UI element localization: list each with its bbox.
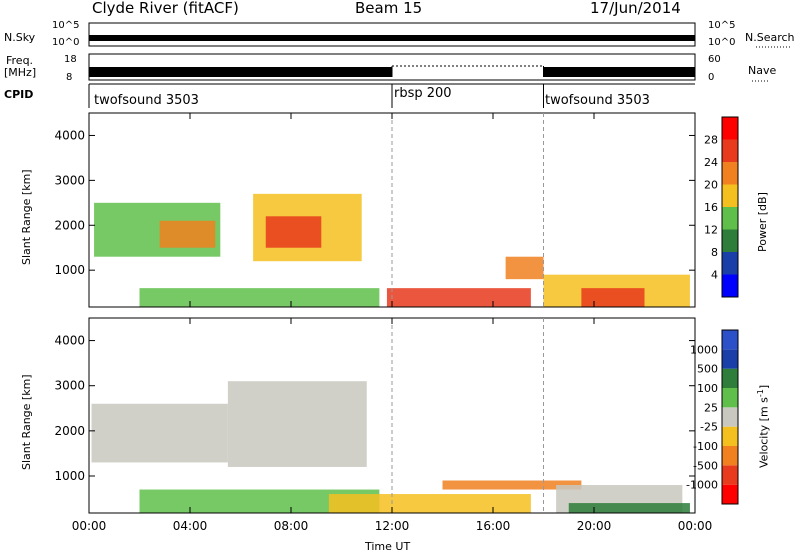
velocity-colorbar-frame [721, 329, 739, 505]
velocity-region-4 [442, 480, 582, 490]
velocity-colorbar-tick-3: 25 [704, 401, 718, 414]
date-title: 17/Jun/2014 [590, 0, 681, 17]
power-region-5 [386, 288, 531, 307]
cpid-segment-0: twofsound 3503 [94, 93, 199, 108]
velocity-region-2 [139, 489, 380, 513]
velocity-region-3 [328, 494, 531, 513]
freq-label: Freq. [6, 54, 34, 67]
xtick-label-6: 00:00 [678, 519, 713, 533]
power-colorbar-cell-7 [722, 117, 738, 140]
power-colorbar-cell-3 [722, 207, 738, 230]
nsky-trace [89, 35, 695, 41]
power-colorbar-tick-6: 4 [711, 269, 718, 282]
power-colorbar-frame [721, 116, 739, 298]
nave-tick-bottom: 0 [708, 72, 715, 83]
power-colorbar-tick-0: 28 [704, 134, 718, 147]
power-colorbar-cell-4 [722, 184, 738, 207]
velocity-colorbar-tick-6: -500 [693, 459, 718, 472]
power-colorbar-cell-0 [722, 274, 738, 297]
power-region-4 [139, 288, 380, 307]
nsky-tick-top: 10^5 [52, 20, 80, 31]
freq-trace-seg-1 [543, 67, 695, 77]
power-colorbar-cell-2 [722, 229, 738, 252]
xtick-label-0: 00:00 [72, 519, 107, 533]
xtick-label-4: 16:00 [476, 519, 511, 533]
velocity-colorbar-cell-7 [722, 349, 738, 369]
velocity-colorbar-tick-4: -25 [700, 421, 718, 434]
velocity-colorbar-tick-2: 100 [697, 382, 718, 395]
velocity-ytick-label-2: 3000 [54, 379, 85, 393]
power-ytick-label-2: 3000 [54, 173, 85, 187]
power-region-8 [581, 288, 645, 307]
power-colorbar-tick-5: 8 [711, 246, 718, 259]
velocity-region-1 [227, 381, 367, 467]
cpid-segment-2: twofsound 3503 [545, 93, 650, 108]
xtick-label-1: 04:00 [173, 519, 208, 533]
power-ytick-label-0: 1000 [54, 263, 85, 277]
velocity-colorbar-cell-2 [722, 446, 738, 466]
nsearch-label: N.Search [745, 31, 795, 44]
beam-title: Beam 15 [355, 0, 423, 17]
cpid-label: CPID [4, 88, 34, 101]
nsky-label: N.Sky [4, 31, 36, 44]
freq-tick-bottom: 8 [66, 72, 73, 83]
freq-unit: [MHz] [4, 66, 37, 79]
velocity-colorbar-cell-1 [722, 465, 738, 485]
velocity-ytick-label-1: 2000 [54, 424, 85, 438]
xtick-label-5: 20:00 [577, 519, 612, 533]
power-region-3 [265, 216, 322, 248]
power-colorbar-cell-6 [722, 139, 738, 162]
x-axis-title: Time UT [365, 540, 411, 553]
velocity-colorbar-cell-5 [722, 388, 738, 408]
velocity-region-0 [91, 403, 228, 463]
power-ytick-label-1: 2000 [54, 218, 85, 232]
power-region-1 [159, 220, 216, 248]
freq-tick-top: 18 [64, 54, 77, 65]
velocity-colorbar-cell-8 [722, 330, 738, 350]
velocity-colorbar-tick-5: -100 [693, 440, 718, 453]
velocity-colorbar-cell-4 [722, 407, 738, 427]
power-colorbar-tick-3: 16 [704, 201, 718, 214]
nsky-panel-frame [88, 22, 696, 47]
nsearch-tick-bottom: 10^0 [708, 37, 736, 48]
velocity-colorbar-tick-1: 500 [697, 363, 718, 376]
power-colorbar-tick-2: 20 [704, 179, 718, 192]
velocity-ytick-label-0: 1000 [54, 469, 85, 483]
velocity-colorbar-tick-7: -1000 [686, 479, 718, 492]
velocity-colorbar-cell-0 [722, 484, 738, 504]
xtick-label-3: 12:00 [375, 519, 410, 533]
nave-tick-top: 60 [708, 54, 721, 65]
nsearch-tick-top: 10^5 [708, 20, 736, 31]
power-colorbar-tick-1: 24 [704, 156, 718, 169]
power-region-6 [505, 256, 544, 280]
nave-label: Nave [748, 64, 777, 77]
power-colorbar-cell-1 [722, 252, 738, 275]
velocity-colorbar-cell-3 [722, 426, 738, 446]
velocity-colorbar-cell-6 [722, 368, 738, 388]
station-title: Clyde River (fitACF) [92, 0, 239, 17]
cpid-segment-1: rbsp 200 [394, 86, 452, 101]
power-colorbar-tick-4: 12 [704, 224, 718, 237]
velocity-colorbar-tick-0: 1000 [690, 343, 718, 356]
velocity-ytick-label-3: 4000 [54, 334, 85, 348]
power-colorbar-cell-5 [722, 162, 738, 185]
velocity-region-6 [568, 503, 690, 513]
freq-trace-seg-0 [89, 67, 392, 77]
power-ytick-label-3: 4000 [54, 128, 85, 142]
nsky-tick-bottom: 10^0 [52, 37, 80, 48]
xtick-label-2: 08:00 [274, 519, 309, 533]
